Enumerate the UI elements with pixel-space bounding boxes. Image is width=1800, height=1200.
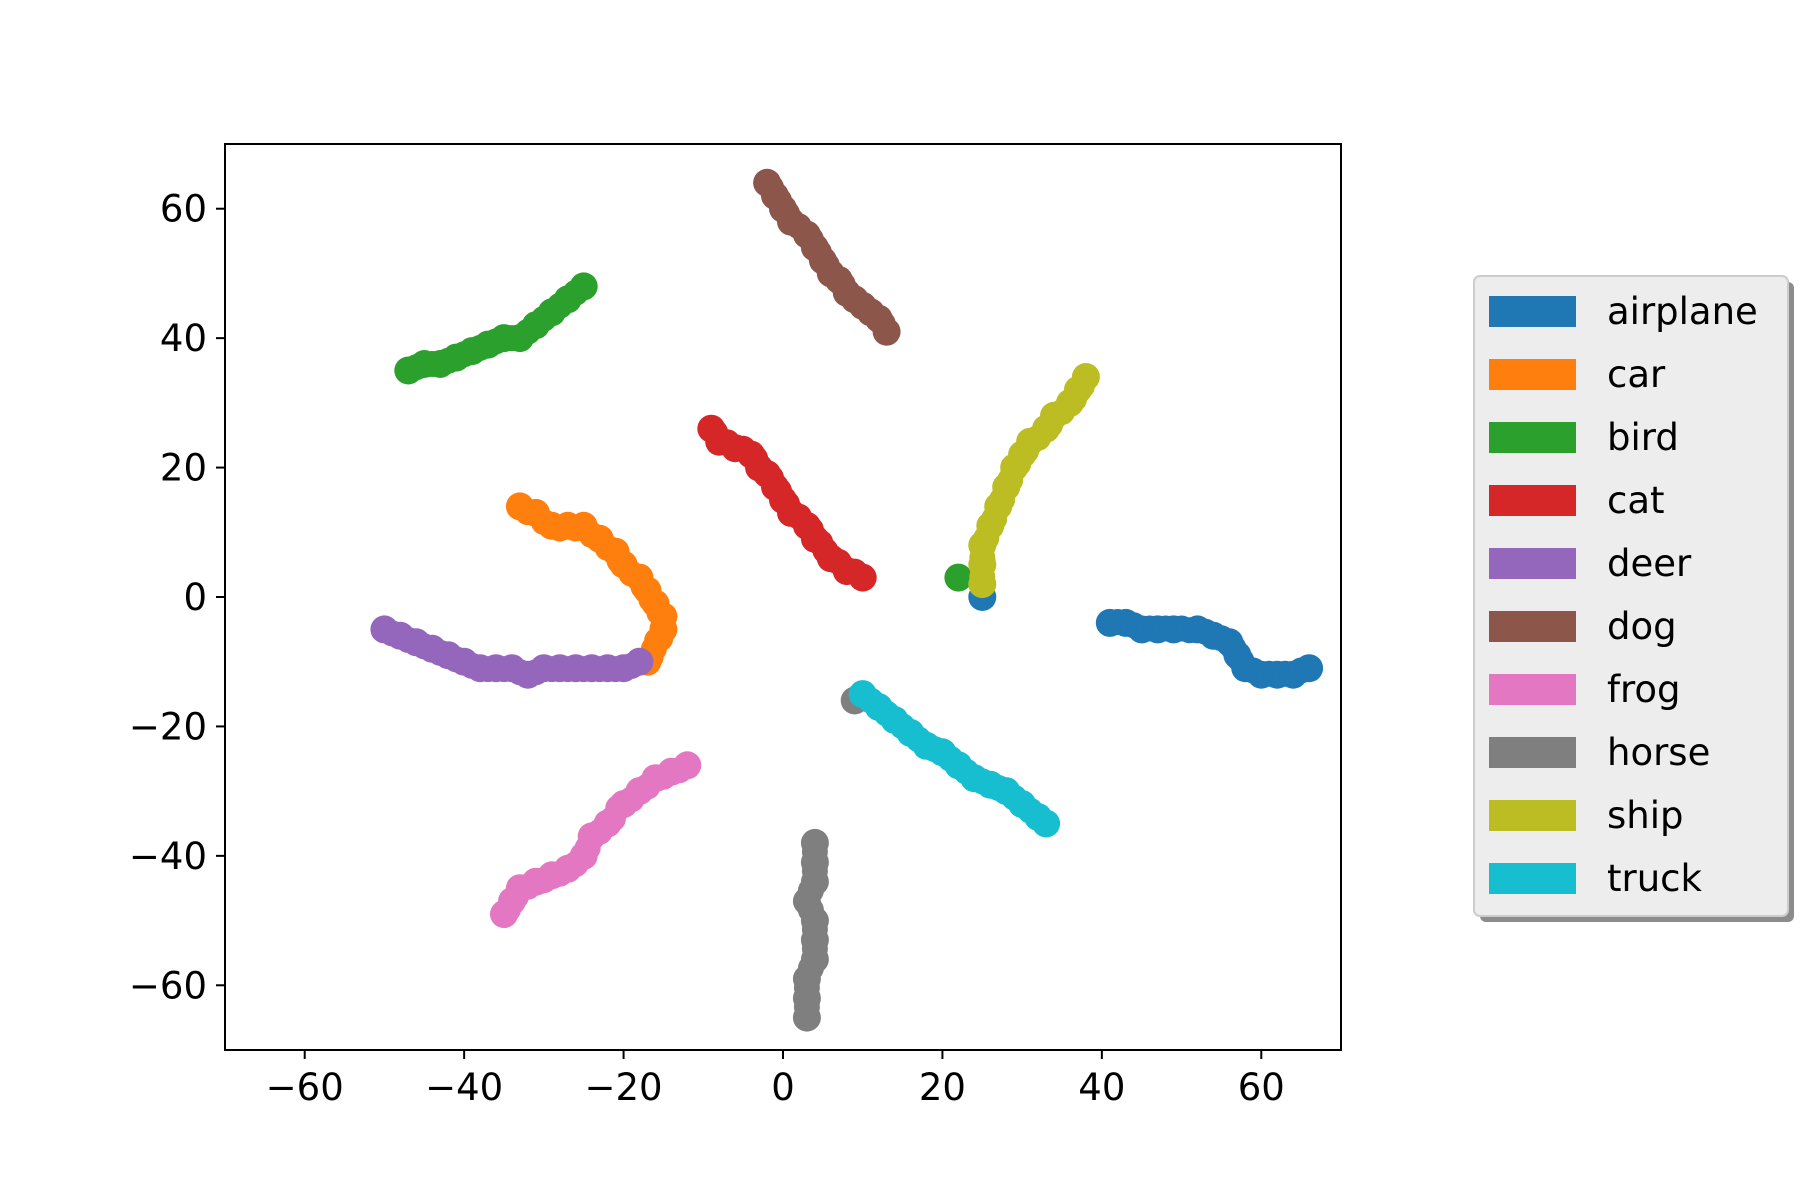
legend-swatch-dog — [1489, 611, 1576, 642]
series-airplane — [968, 583, 1324, 689]
y-tick-label: −60 — [129, 964, 207, 1007]
plot-frame — [224, 143, 1342, 1051]
x-axis: −60 −40 −20 0 20 40 60 — [266, 1050, 1285, 1109]
point-frog — [673, 751, 702, 780]
legend-entries: airplane car bird cat deer dog frog horse ship tr… — [1489, 290, 1758, 900]
point-deer — [625, 647, 654, 676]
point-airplane — [1295, 654, 1324, 683]
x-tick-label: −20 — [585, 1066, 663, 1109]
y-tick-label: 40 — [160, 317, 207, 360]
legend-swatch-horse — [1489, 737, 1576, 768]
y-tick-label: 60 — [160, 188, 207, 231]
y-tick-label: −20 — [129, 705, 207, 748]
legend-swatch-truck — [1489, 863, 1576, 894]
legend-swatch-cat — [1489, 485, 1576, 516]
point-bird — [944, 563, 973, 592]
legend-label-horse: horse — [1607, 731, 1710, 774]
x-tick-label: 20 — [919, 1066, 966, 1109]
series-horse — [792, 686, 869, 1032]
point-bird — [569, 272, 598, 301]
x-tick-label: −60 — [266, 1066, 344, 1109]
point-truck — [1032, 809, 1061, 838]
series-bird — [394, 272, 973, 592]
series-deer — [370, 615, 654, 689]
legend-swatch-car — [1489, 359, 1576, 390]
legend-label-car: car — [1607, 353, 1666, 396]
legend-label-deer: deer — [1607, 542, 1692, 585]
series-frog — [490, 751, 702, 929]
legend-swatch-ship — [1489, 800, 1576, 831]
legend-label-truck: truck — [1607, 857, 1703, 900]
legend-label-ship: ship — [1607, 794, 1684, 837]
y-tick-label: 20 — [160, 447, 207, 490]
y-tick-label: 0 — [183, 576, 207, 619]
point-ship — [1071, 363, 1100, 391]
legend-label-frog: frog — [1607, 668, 1681, 711]
y-tick-label: −40 — [129, 835, 207, 878]
legend-label-airplane: airplane — [1607, 290, 1758, 333]
legend: airplane car bird cat deer dog frog horse ship tr… — [1473, 275, 1794, 922]
point-cat — [848, 563, 877, 592]
point-dog — [872, 317, 901, 346]
legend-swatch-deer — [1489, 548, 1576, 579]
series-ship — [968, 363, 1100, 599]
x-tick-label: 40 — [1078, 1066, 1125, 1109]
x-tick-label: −40 — [425, 1066, 503, 1109]
point-horse — [792, 1003, 821, 1032]
series-truck — [848, 680, 1061, 838]
y-axis: −60 −40 −20 0 20 40 60 — [129, 188, 225, 1007]
series-cat — [697, 414, 877, 592]
series-car — [505, 492, 678, 676]
legend-label-bird: bird — [1607, 416, 1679, 459]
legend-swatch-bird — [1489, 422, 1576, 453]
series-dog — [753, 168, 901, 346]
x-tick-label: 60 — [1238, 1066, 1285, 1109]
points-layer — [370, 168, 1324, 1032]
legend-swatch-frog — [1489, 674, 1576, 705]
legend-label-dog: dog — [1607, 605, 1677, 648]
legend-swatch-airplane — [1489, 296, 1576, 327]
legend-label-cat: cat — [1607, 479, 1665, 522]
x-tick-label: 0 — [771, 1066, 795, 1109]
